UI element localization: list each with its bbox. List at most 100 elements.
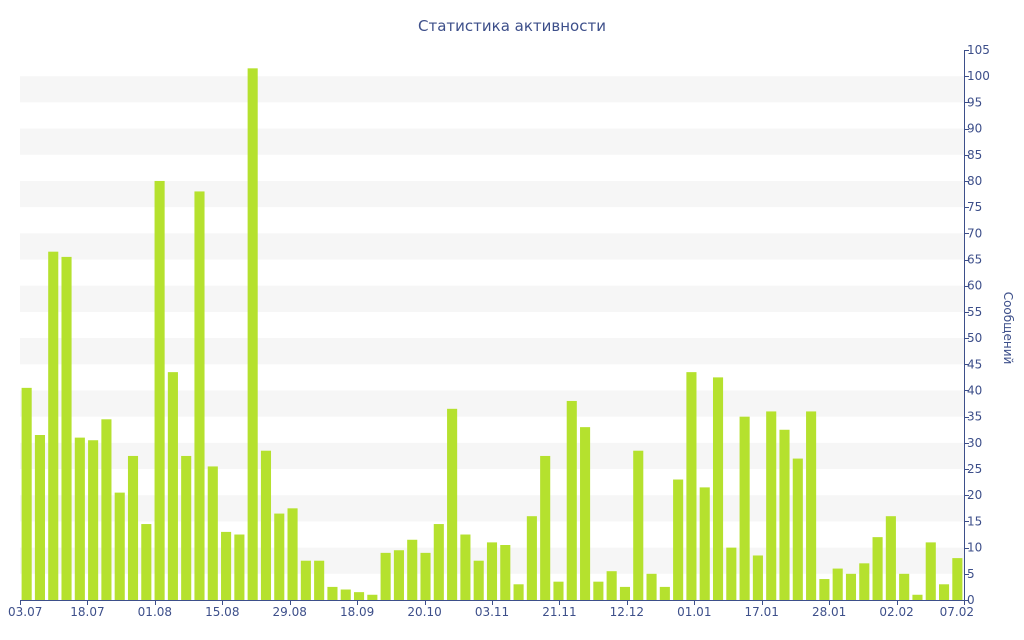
- bar[interactable]: [127, 455, 139, 600]
- bar[interactable]: [327, 586, 338, 600]
- bar[interactable]: [486, 542, 498, 600]
- y-tick-label: 35: [967, 410, 982, 424]
- x-tick-label: 17.01: [745, 605, 779, 619]
- bar[interactable]: [460, 534, 471, 600]
- x-tick-label: 20.10: [407, 605, 441, 619]
- bar[interactable]: [500, 545, 511, 600]
- bar[interactable]: [141, 524, 152, 600]
- y-tick-label: 40: [967, 383, 982, 397]
- bar[interactable]: [739, 416, 750, 600]
- bar[interactable]: [806, 411, 817, 600]
- bar[interactable]: [353, 592, 365, 600]
- bar[interactable]: [380, 552, 391, 600]
- bar[interactable]: [712, 377, 724, 600]
- bar[interactable]: [726, 547, 737, 600]
- bar[interactable]: [247, 68, 258, 600]
- bar[interactable]: [260, 450, 272, 600]
- bar[interactable]: [553, 581, 564, 600]
- y-tick-label: 60: [967, 279, 982, 293]
- bar[interactable]: [513, 584, 524, 600]
- bar[interactable]: [221, 531, 232, 600]
- bar[interactable]: [167, 372, 178, 600]
- bar[interactable]: [194, 191, 205, 600]
- bar[interactable]: [21, 387, 32, 600]
- x-tick-label: 03.11: [475, 605, 509, 619]
- bar[interactable]: [420, 552, 431, 600]
- bar[interactable]: [433, 524, 444, 600]
- y-tick-label: 45: [967, 357, 982, 371]
- x-tick-label: 21.11: [542, 605, 576, 619]
- bar[interactable]: [207, 466, 218, 600]
- bar[interactable]: [673, 479, 684, 600]
- bar[interactable]: [952, 558, 963, 600]
- bar[interactable]: [154, 180, 165, 600]
- bar[interactable]: [274, 513, 285, 600]
- bar[interactable]: [580, 427, 591, 600]
- bar[interactable]: [234, 534, 245, 600]
- y-tick-label: 90: [967, 122, 982, 136]
- y-tick-label: 105: [967, 43, 990, 57]
- bar[interactable]: [699, 487, 710, 600]
- x-tick-label: 18.09: [340, 605, 374, 619]
- bar[interactable]: [473, 560, 484, 600]
- bar[interactable]: [566, 400, 577, 600]
- grid-band: [20, 76, 964, 103]
- bar[interactable]: [752, 555, 763, 600]
- y-tick-label: 20: [967, 488, 982, 502]
- bar[interactable]: [792, 458, 803, 600]
- bar[interactable]: [939, 584, 950, 600]
- y-tick-label: 95: [967, 95, 982, 109]
- bar[interactable]: [114, 492, 125, 600]
- y-tick-label: 5: [967, 567, 975, 581]
- y-tick-label: 65: [967, 253, 982, 267]
- bar[interactable]: [367, 594, 378, 600]
- bar[interactable]: [300, 560, 311, 600]
- bar[interactable]: [686, 372, 697, 600]
- bar[interactable]: [646, 573, 657, 600]
- bar[interactable]: [819, 579, 830, 600]
- x-tick-label: 18.07: [70, 605, 104, 619]
- bar[interactable]: [74, 437, 85, 600]
- x-tick-label: 15.08: [205, 605, 239, 619]
- grid-band: [20, 285, 964, 312]
- bar[interactable]: [593, 581, 604, 600]
- bar[interactable]: [340, 589, 351, 600]
- y-tick-label: 75: [967, 200, 982, 214]
- bar[interactable]: [540, 455, 551, 600]
- bar[interactable]: [925, 542, 936, 600]
- bar[interactable]: [779, 429, 790, 600]
- bar[interactable]: [48, 251, 59, 601]
- bar[interactable]: [872, 537, 883, 600]
- y-tick-label: 100: [967, 69, 990, 83]
- bar[interactable]: [287, 508, 298, 600]
- x-tick-label: 28.01: [812, 605, 846, 619]
- bar[interactable]: [659, 586, 670, 600]
- bar[interactable]: [526, 516, 537, 600]
- bar[interactable]: [393, 550, 404, 600]
- bar[interactable]: [34, 435, 45, 600]
- bar[interactable]: [845, 573, 857, 600]
- bar[interactable]: [619, 586, 631, 600]
- bar[interactable]: [633, 450, 644, 600]
- bar[interactable]: [859, 563, 870, 600]
- bar[interactable]: [606, 571, 617, 600]
- y-tick-label: 85: [967, 148, 982, 162]
- bar[interactable]: [832, 568, 843, 600]
- bar[interactable]: [766, 411, 777, 600]
- bar[interactable]: [447, 408, 458, 600]
- grid-band: [20, 233, 964, 260]
- bar[interactable]: [885, 516, 896, 600]
- y-tick-label: 0: [967, 593, 975, 607]
- bar[interactable]: [88, 440, 99, 600]
- bar[interactable]: [407, 539, 418, 600]
- bar[interactable]: [181, 455, 192, 600]
- x-tick-label: 07.02: [940, 605, 974, 619]
- bar[interactable]: [912, 594, 923, 600]
- bar[interactable]: [314, 560, 325, 600]
- x-tick-label: 01.08: [138, 605, 172, 619]
- y-axis-title: Сообщений: [1001, 292, 1015, 365]
- x-tick-label: 01.01: [677, 605, 711, 619]
- bar[interactable]: [101, 419, 112, 600]
- bar[interactable]: [899, 573, 910, 600]
- bar[interactable]: [61, 256, 72, 600]
